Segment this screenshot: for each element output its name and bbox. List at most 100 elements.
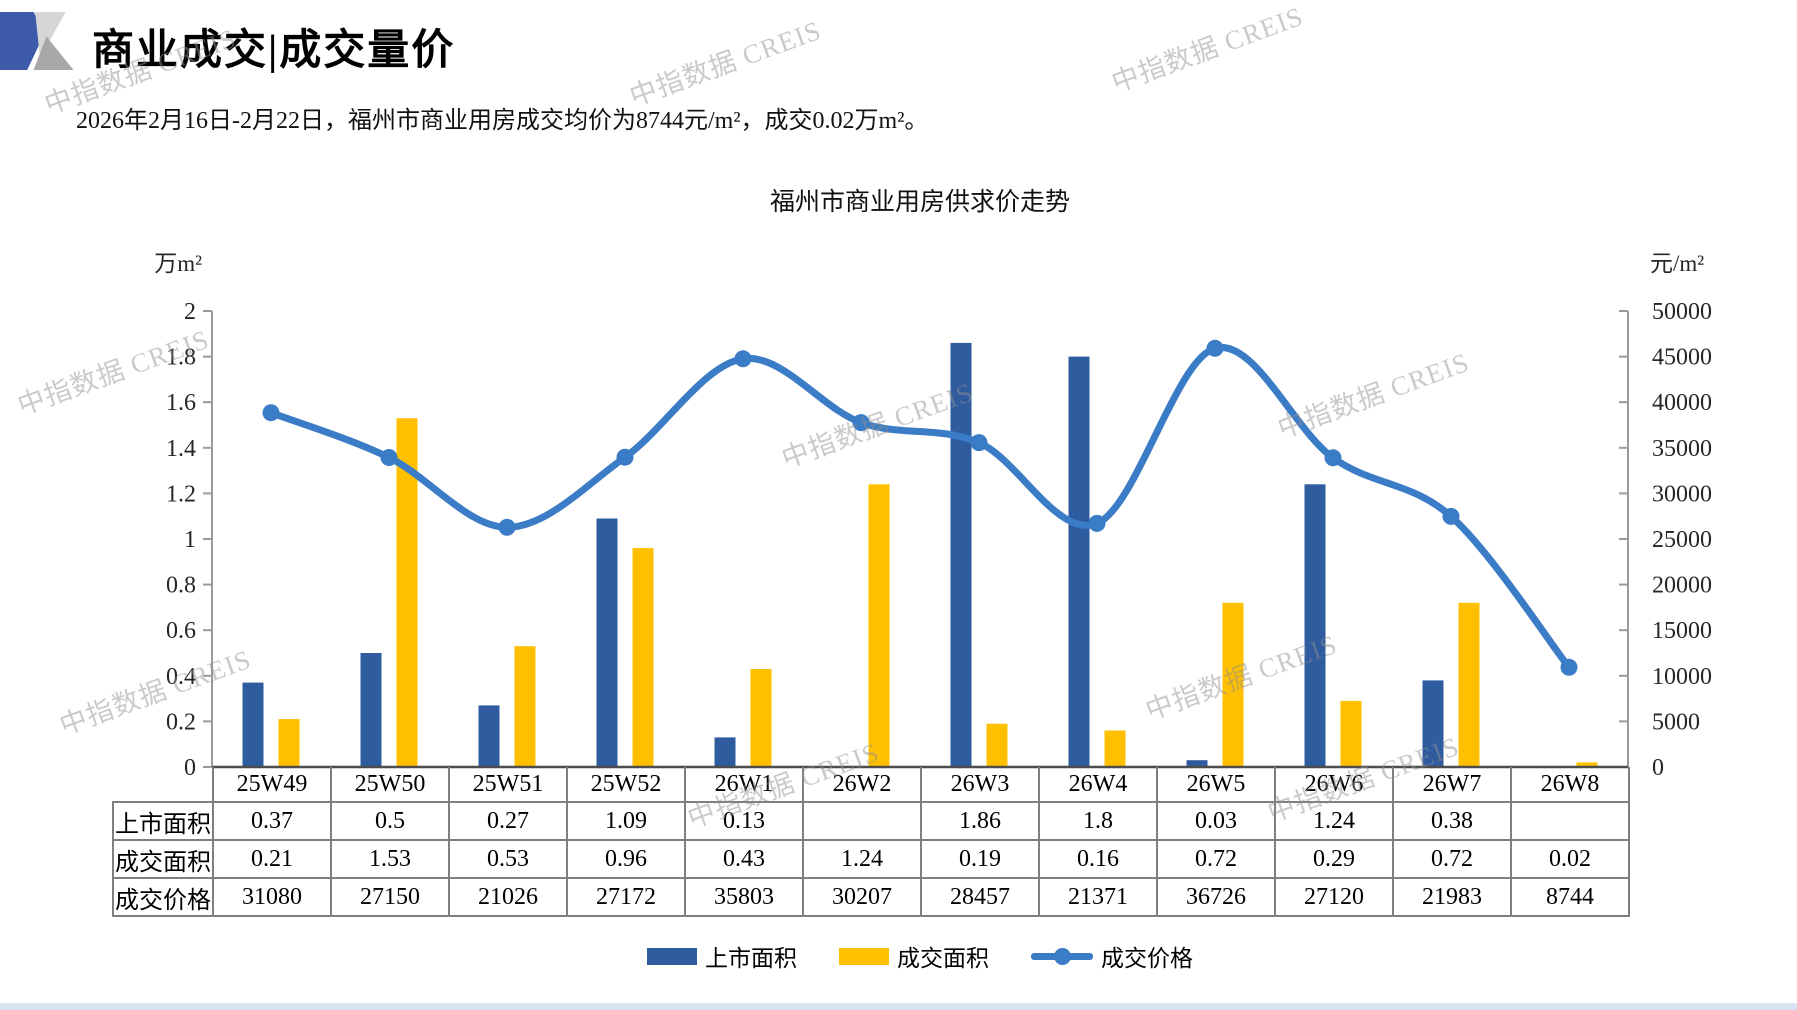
right-axis-tick-label: 0: [1652, 755, 1664, 781]
week-header-cell: 26W1: [684, 767, 804, 803]
week-header-cell: 26W4: [1038, 767, 1158, 803]
table-row: 上市面积 0.37 0.5 0.27 1.09 0.13 1.86 1.8 0.03 1.24 0.…: [112, 801, 1630, 841]
value-cell: 0.16: [1038, 839, 1158, 879]
row-label: 上市面积: [112, 801, 214, 841]
bar: [750, 669, 772, 767]
price-marker: [1560, 658, 1578, 676]
chart-title: 福州市商业用房供求价走势: [769, 189, 1070, 216]
price-line: [267, 343, 1573, 671]
value-cell: 28457: [920, 877, 1040, 917]
price-marker: [734, 350, 752, 368]
left-axis-tick-label: 0.4: [166, 664, 196, 690]
bar: [596, 518, 618, 767]
left-axis-tick-label: 0: [184, 755, 196, 781]
right-axis-tick-label: 15000: [1652, 618, 1712, 644]
left-axis-tick-label: 2: [184, 299, 196, 325]
bar: [1304, 484, 1326, 767]
value-cell: 0.53: [448, 839, 568, 879]
price-marker: [1088, 514, 1106, 532]
value-cell: 30207: [802, 877, 922, 917]
value-cell: [802, 801, 922, 841]
bar: [478, 705, 500, 767]
bar: [1068, 356, 1090, 767]
legend-label: 上市面积: [705, 946, 797, 971]
week-header-cell: 26W8: [1510, 767, 1630, 803]
price-line-series: [262, 339, 1578, 676]
value-cell: 1.86: [920, 801, 1040, 841]
right-axis-tick-label: 10000: [1652, 664, 1712, 690]
value-cell: 1.8: [1038, 801, 1158, 841]
legend-item-price: 成交价格: [1031, 939, 1193, 973]
left-axis-tick-label: 1: [184, 527, 196, 553]
value-cell: 0.02: [1510, 839, 1630, 879]
table-row: 成交面积 0.21 1.53 0.53 0.96 0.43 1.24 0.19 0.16 0.72…: [112, 839, 1630, 879]
right-axis-tick-label: 5000: [1652, 709, 1700, 735]
value-cell: 1.24: [1274, 801, 1394, 841]
week-header-cell: 26W2: [802, 767, 922, 803]
value-cell: 8744: [1510, 877, 1630, 917]
value-cell: 21983: [1392, 877, 1512, 917]
value-cell: 0.72: [1156, 839, 1276, 879]
bar: [396, 418, 418, 767]
price-marker: [1324, 449, 1342, 467]
page-title: 商业成交|成交量价: [92, 28, 456, 74]
value-cell: 1.24: [802, 839, 922, 879]
value-cell: 31080: [212, 877, 332, 917]
right-axis-tick-label: 30000: [1652, 481, 1712, 507]
bar: [514, 646, 536, 767]
row-label: 成交价格: [112, 877, 214, 917]
right-axis-tick-label: 20000: [1652, 573, 1712, 599]
week-header-cell: 26W7: [1392, 767, 1512, 803]
price-marker: [970, 434, 988, 452]
right-axis-tick-label: 25000: [1652, 527, 1712, 553]
value-cell: 0.72: [1392, 839, 1512, 879]
legend-label: 成交面积: [897, 946, 989, 971]
left-axis-tick-label: 1.6: [166, 390, 196, 416]
chart-legend: 上市面积 成交面积 成交价格: [212, 941, 1628, 971]
table-row: 成交价格 31080 27150 21026 27172 35803 30207 28457 2…: [112, 877, 1630, 917]
value-cell: 0.37: [212, 801, 332, 841]
bar: [1104, 730, 1126, 767]
left-axis-tick-label: 0.8: [166, 573, 196, 599]
value-cell: 0.29: [1274, 839, 1394, 879]
right-axis-tick-label: 40000: [1652, 390, 1712, 416]
value-cell: 0.38: [1392, 801, 1512, 841]
value-cell: 0.19: [920, 839, 1040, 879]
summary-text: 2026年2月16日-2月22日，福州市商业用房成交均价为8744元/m²，成交…: [76, 108, 929, 134]
bar: [1186, 760, 1208, 767]
right-axis-unit: 元/m²: [1650, 251, 1704, 276]
listing-area-swatch: [647, 947, 697, 965]
bar: [868, 484, 890, 767]
week-header-cell: 26W3: [920, 767, 1040, 803]
value-cell: 36726: [1156, 877, 1276, 917]
week-header-cell: 26W5: [1156, 767, 1276, 803]
bar: [950, 342, 972, 767]
value-cell: 21026: [448, 877, 568, 917]
value-cell: 27150: [330, 877, 450, 917]
price-line-swatch: [1031, 947, 1093, 965]
row-label: 成交面积: [112, 839, 214, 879]
left-axis-tick-label: 1.8: [166, 345, 196, 371]
value-cell: 35803: [684, 877, 804, 917]
value-cell: 0.96: [566, 839, 686, 879]
bar: [1222, 602, 1244, 767]
creis-logo: [0, 12, 80, 70]
left-axis-tick-label: 1.2: [166, 481, 196, 507]
footer-strip: [0, 1003, 1797, 1010]
value-cell: 0.43: [684, 839, 804, 879]
value-cell: 1.53: [330, 839, 450, 879]
price-marker: [616, 448, 634, 466]
value-cell: 0.27: [448, 801, 568, 841]
value-cell: 0.03: [1156, 801, 1276, 841]
price-marker: [852, 414, 870, 432]
price-marker: [262, 404, 280, 422]
legend-label: 成交价格: [1101, 946, 1193, 971]
week-header-cell: 25W49: [212, 767, 332, 803]
value-cell: 21371: [1038, 877, 1158, 917]
left-axis-unit: 万m²: [154, 251, 202, 276]
right-axis-tick-label: 50000: [1652, 299, 1712, 325]
value-cell: [1510, 801, 1630, 841]
listing-area-bars: [242, 342, 1444, 767]
